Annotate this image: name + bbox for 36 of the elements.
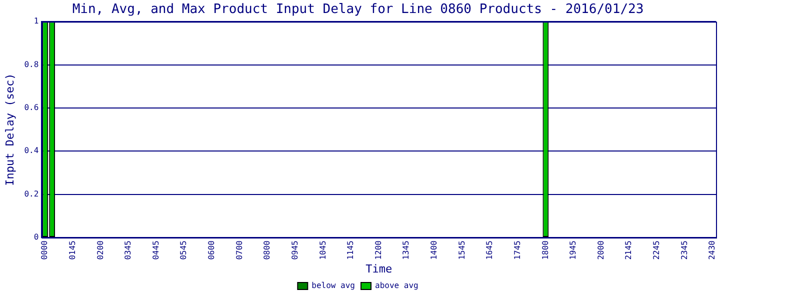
x-tick-label: 2430	[708, 240, 717, 260]
x-tick-label: 1345	[402, 240, 411, 260]
y-tick-label: 1	[34, 16, 39, 26]
y-tick-label: 0.2	[24, 189, 39, 198]
x-tick-label: 0800	[262, 240, 272, 260]
x-tick-label: 1645	[485, 240, 494, 260]
x-tick-label: 1800	[540, 240, 550, 260]
x-axis-title: Time	[366, 262, 392, 276]
x-tick-label: 2245	[652, 240, 661, 260]
x-tick-label: 0000	[40, 240, 50, 260]
x-tick-label: 0700	[234, 240, 244, 260]
y-tick-label: 0.6	[24, 103, 39, 112]
x-tick-label: 1545	[457, 240, 466, 260]
x-tick-label: 1745	[512, 240, 522, 260]
x-tick-label: 0945	[290, 240, 300, 260]
x-tick-label: 2345	[680, 240, 689, 260]
x-tick-label: 1145	[346, 240, 356, 260]
legend-label: below avg	[312, 281, 356, 290]
chart-title: Min, Avg, and Max Product Input Delay for Line 0860 Products - 2016/01/23	[72, 2, 644, 18]
x-tick-label: 2145	[624, 240, 634, 260]
x-tick-label: 0445	[151, 240, 160, 260]
x-tick-label: 1200	[374, 240, 383, 260]
x-tick-label: 0545	[179, 240, 188, 260]
x-tick-label: 1400	[430, 240, 439, 260]
x-tick-label: 0200	[96, 240, 105, 260]
x-tick-label: 2000	[596, 240, 606, 260]
y-tick-label: 0	[34, 232, 39, 242]
y-tick-label: 0.4	[24, 146, 39, 156]
x-tick-label: 0145	[68, 240, 78, 260]
x-tick-label: 0600	[207, 240, 216, 260]
x-tick-label: 1045	[318, 240, 328, 260]
y-axis-title: Input Delay (sec)	[3, 73, 16, 186]
x-tick-label: 0345	[124, 240, 133, 260]
legend-label: above avg	[375, 281, 419, 290]
x-tick-label: 1945	[568, 240, 578, 260]
y-tick-label: 0.8	[24, 60, 39, 69]
